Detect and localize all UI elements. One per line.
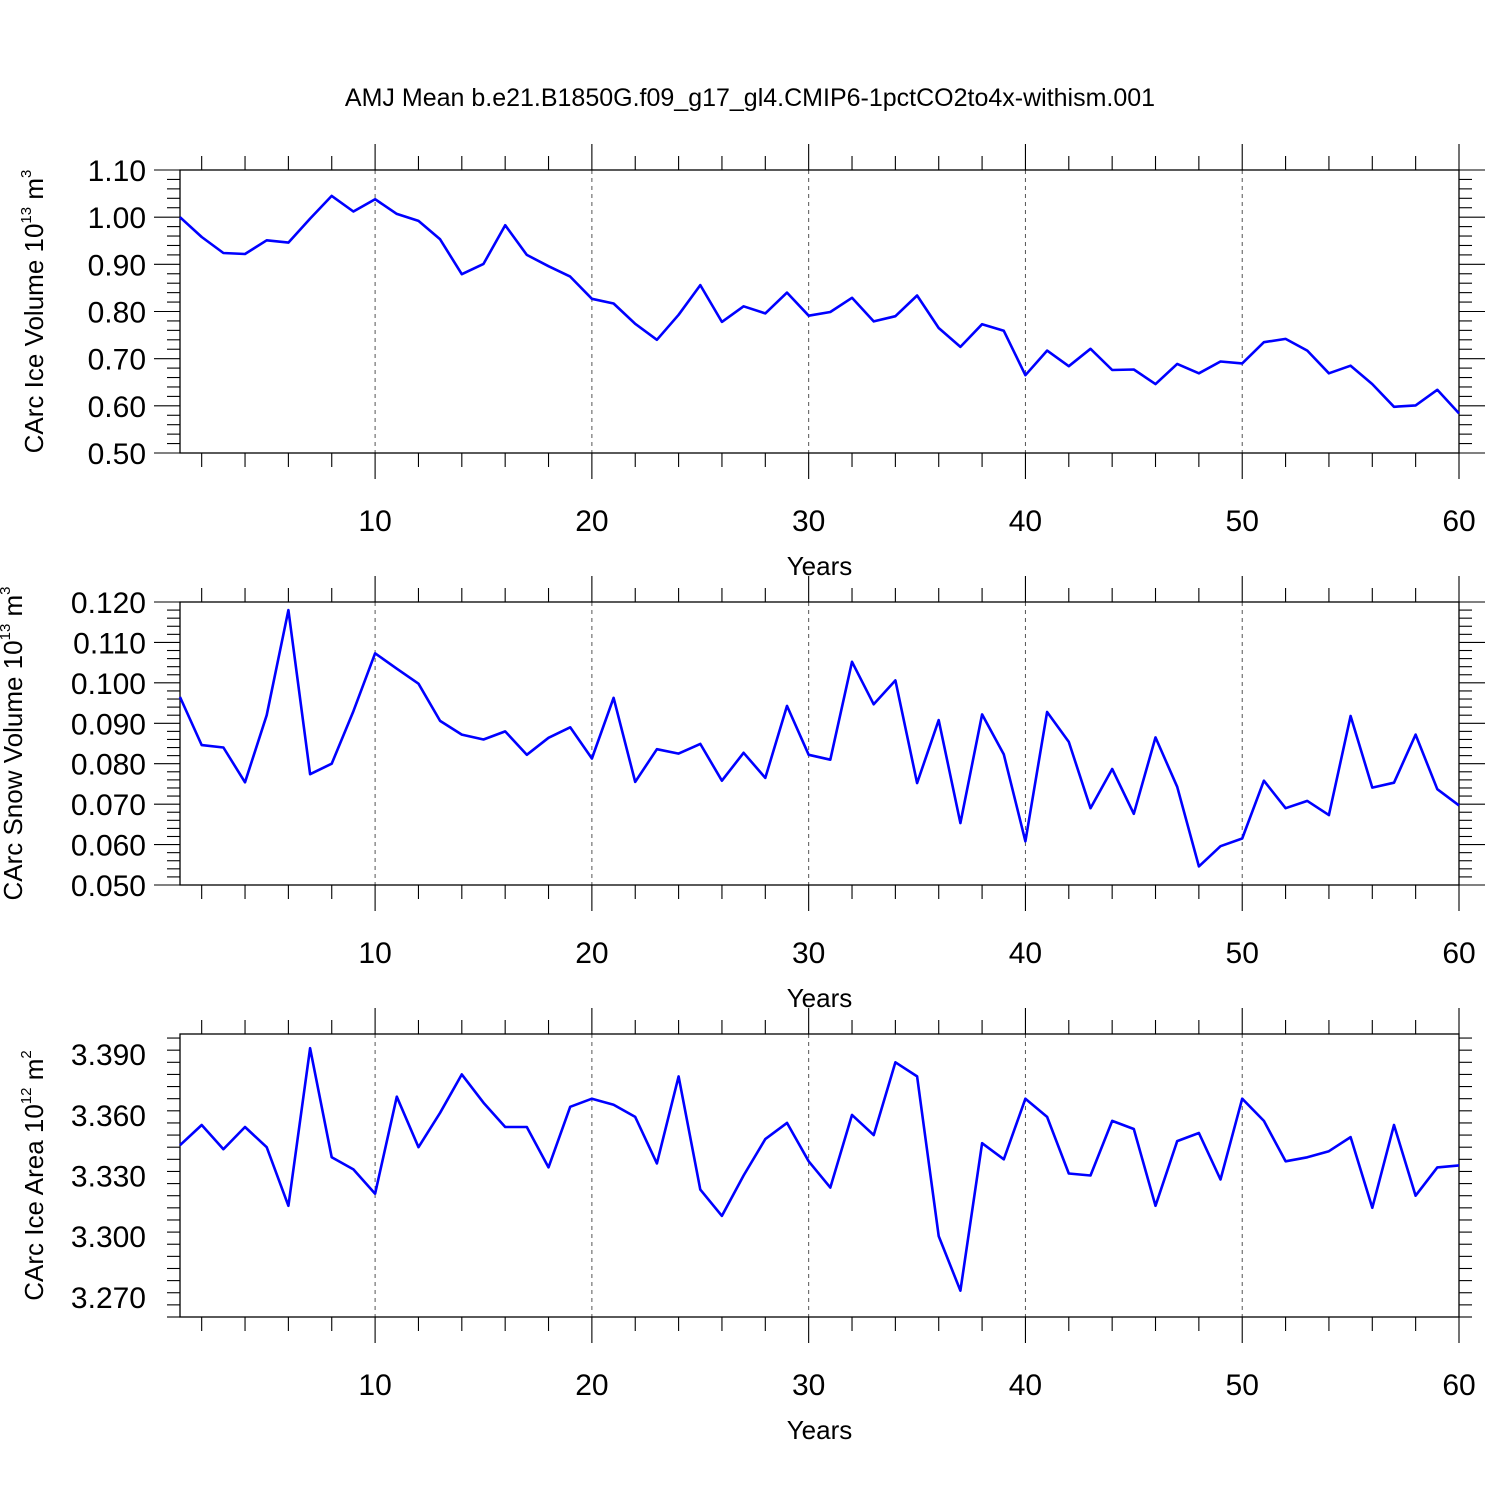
y-tick-label: 0.50 [88, 438, 146, 471]
x-tick-label: 50 [1226, 937, 1259, 970]
y-axis-label-text: CArc Snow Volume 10 [0, 640, 28, 900]
x-tick-label: 40 [1009, 1369, 1042, 1402]
figure-title: AMJ Mean b.e21.B1850G.f09_g17_gl4.CMIP6-… [345, 84, 1155, 112]
x-tick-label: 50 [1226, 1369, 1259, 1402]
x-tick-label: 40 [1009, 505, 1042, 538]
y-axis-label-unit-exponent: 3 [0, 586, 14, 594]
x-axis-label: Years [787, 983, 853, 1013]
panel-1: 10 20 30 40 50 60 Years 0.50 0.60 0.70 0.80 0.90 1.0… [18, 144, 1485, 581]
series-points [178, 194, 1461, 416]
y-tick-label: 0.090 [71, 708, 146, 741]
y-axis-label-text: CArc Ice Volume 10 [19, 224, 49, 454]
y-axis-label-exponent: 13 [18, 207, 35, 224]
x-tick-label: 10 [358, 1369, 391, 1402]
y-tick-label: 1.00 [88, 202, 146, 235]
x-tick-label: 60 [1442, 1369, 1475, 1402]
series-line [178, 608, 1460, 868]
y-tick-label: 0.90 [88, 249, 146, 282]
y-axis-label-exponent: 12 [18, 1088, 35, 1105]
y-tick-label: 0.80 [88, 297, 146, 330]
y-axis-label-text: CArc Ice Area 10 [19, 1104, 49, 1301]
x-tick-label: 30 [792, 1369, 825, 1402]
y-tick-label: 0.120 [71, 587, 146, 620]
series-line [179, 1046, 1460, 1292]
x-tick-label: 30 [792, 937, 825, 970]
y-tick-label: 0.60 [88, 391, 146, 424]
series-points [178, 1046, 1461, 1293]
y-tick-label: 0.070 [71, 789, 146, 822]
y-tick-label: 0.060 [71, 830, 146, 863]
series-line [179, 194, 1460, 415]
y-axis-label: CArc Snow Volume 1013 m3 [0, 586, 28, 900]
y-tick-label: 0.70 [88, 344, 146, 377]
x-tick-label: 60 [1442, 505, 1475, 538]
x-tick-label: 60 [1442, 937, 1475, 970]
y-tick-label: 3.270 [71, 1282, 146, 1315]
y-tick-label: 3.390 [71, 1039, 146, 1072]
y-tick-label: 0.100 [71, 668, 146, 701]
panel-3: 10 20 30 40 50 60 Years 3.270 3.300 3.330 3.360 3.3… [18, 1008, 1476, 1445]
y-tick-label: 1.10 [88, 155, 146, 188]
y-tick-label: 3.360 [71, 1100, 146, 1133]
x-tick-label: 40 [1009, 937, 1042, 970]
y-axis-label: CArc Ice Area 1012 m2 [18, 1050, 49, 1300]
x-tick-label: 10 [358, 937, 391, 970]
x-tick-label: 30 [792, 505, 825, 538]
plot-frame [179, 169, 1460, 454]
series-points [178, 608, 1461, 869]
panels: 10 20 30 40 50 60 Years 0.50 0.60 0.70 0.80 0.90 1.0… [0, 144, 1485, 1445]
y-axis-label-unit: m [0, 595, 28, 624]
y-axis-label-unit-exponent: 2 [18, 1050, 35, 1058]
y-tick-label: 3.330 [71, 1161, 146, 1194]
y-axis-label-exponent: 13 [0, 624, 14, 641]
y-tick-label: 3.300 [71, 1221, 146, 1254]
panel-2: 10 20 30 40 50 60 Years 0.050 0.060 0.070 0.080 0.0… [0, 576, 1485, 1013]
y-tick-label: 0.110 [73, 627, 146, 660]
x-tick-label: 50 [1226, 505, 1259, 538]
y-axis-label-unit-exponent: 3 [18, 170, 35, 178]
x-tick-label: 20 [575, 937, 608, 970]
y-tick-label: 0.050 [71, 870, 146, 903]
x-tick-label: 20 [575, 1369, 608, 1402]
x-axis-label: Years [787, 551, 853, 581]
y-tick-label: 0.080 [71, 749, 146, 782]
x-axis-label: Years [787, 1415, 853, 1445]
y-axis-label-unit: m [19, 178, 49, 207]
plot-frame [179, 601, 1460, 886]
y-axis-label-unit: m [19, 1059, 49, 1088]
y-axis-label: CArc Ice Volume 1013 m3 [18, 170, 49, 454]
plot-frame [179, 1033, 1460, 1318]
x-tick-label: 20 [575, 505, 608, 538]
x-tick-label: 10 [358, 505, 391, 538]
